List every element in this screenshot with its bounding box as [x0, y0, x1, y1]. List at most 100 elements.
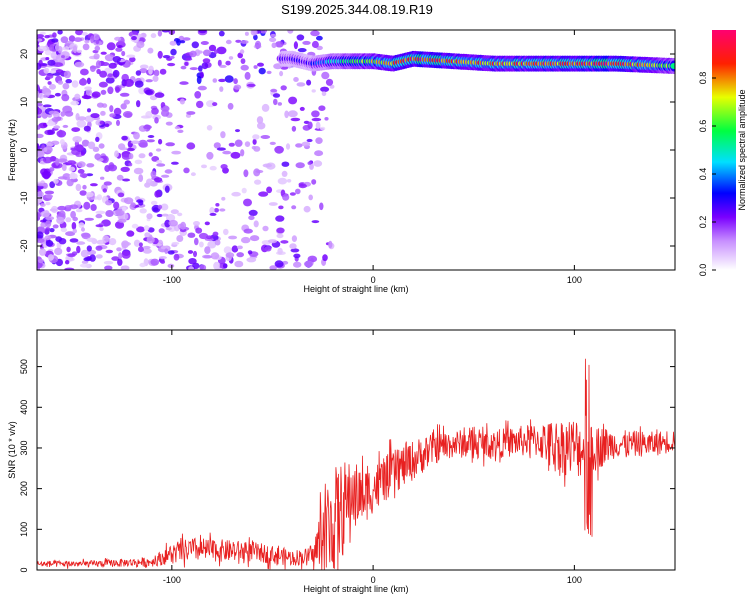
spectrogram-cell: [81, 139, 90, 147]
spectrogram-cell: [67, 253, 76, 258]
snr-y-axis-label: SNR (10 * v/v): [7, 421, 17, 479]
spectrogram-cell: [55, 44, 60, 52]
spectrogram-cell: [228, 142, 235, 147]
spectrogram-cell: [128, 153, 134, 160]
spectrogram-x-tick-label: 0: [371, 275, 376, 285]
spectrogram-cell: [244, 31, 249, 36]
spectrogram-y-tick-label: -20: [19, 239, 29, 252]
spectrogram-cell: [293, 261, 302, 268]
spectrogram-cell: [199, 71, 204, 79]
spectrogram-cell: [169, 55, 175, 59]
spectrogram-cell: [131, 36, 137, 41]
spectrogram-cell: [236, 245, 243, 250]
spectrogram-cell: [64, 110, 74, 117]
spectrogram-cell: [111, 256, 120, 261]
spectrogram-cell: [329, 84, 335, 89]
spectrogram-cell: [37, 38, 43, 42]
spectrogram-cell: [53, 178, 59, 184]
spectrogram-cell: [89, 254, 96, 262]
spectrogram-cell: [122, 206, 127, 212]
spectrogram-cell: [138, 246, 144, 253]
spectrogram-cell: [161, 174, 170, 178]
spectrogram-cell: [270, 88, 278, 93]
spectrogram-cell: [37, 231, 44, 240]
spectrogram-cell: [65, 231, 76, 237]
spectrogram-cell: [49, 70, 56, 74]
spectrogram-cell: [182, 37, 191, 41]
snr-x-tick-label: 0: [371, 575, 376, 585]
spectrogram-cell: [86, 163, 95, 168]
spectrogram-cell: [37, 107, 43, 115]
spectrogram-cell: [85, 88, 92, 96]
colorbar-ticks: 0.0 0.2 0.4 0.6 0.8: [698, 72, 716, 276]
spectrogram-cell: [51, 117, 61, 122]
spectrogram-cell: [53, 62, 64, 67]
spectrogram-cell: [161, 30, 170, 33]
spectrogram-cell: [253, 220, 259, 228]
spectrogram-cell: [73, 37, 83, 42]
spectrogram-cell: [322, 254, 328, 262]
spectrogram-cell: [42, 122, 48, 127]
spectrogram-cell: [296, 82, 306, 87]
spectrogram-cell: [199, 264, 207, 270]
spectrogram-cell: [233, 78, 238, 85]
spectrogram-cell: [254, 40, 262, 49]
spectrogram-cell: [39, 92, 44, 100]
spectrogram-cell: [133, 239, 141, 247]
spectrogram-cell: [234, 260, 244, 268]
spectrogram-cell: [49, 208, 58, 212]
spectrogram-cell: [311, 117, 322, 122]
spectrogram-cell: [38, 259, 44, 264]
spectrogram-cell: [90, 183, 98, 187]
spectrogram-cell: [146, 139, 155, 143]
spectrogram-cell: [105, 249, 114, 254]
spectrogram-x-ticks: -100 0 100: [163, 30, 582, 285]
spectrogram-cell: [262, 163, 272, 168]
spectrogram-cell: [47, 59, 56, 66]
spectrogram-cell: [165, 227, 172, 231]
spectrogram-cell: [259, 30, 267, 34]
spectrogram-cell: [46, 74, 54, 79]
spectrogram-cell: [118, 252, 123, 260]
spectrogram-cell: [311, 89, 316, 93]
spectrogram-cell: [197, 50, 203, 54]
spectrogram-cell: [156, 159, 163, 164]
spectrogram-cell: [240, 40, 249, 44]
spectrogram-cell: [196, 100, 204, 109]
colorbar-tick-label: 0.4: [698, 168, 708, 181]
spectrogram-cell: [272, 93, 281, 98]
spectrogram-cell: [261, 103, 270, 112]
spectrogram-cell: [58, 158, 68, 163]
spectrogram-cell: [59, 139, 65, 145]
spectrogram-cell: [47, 254, 55, 261]
spectrogram-cell: [307, 255, 318, 263]
spectrogram-cell: [280, 240, 289, 244]
spectrogram-cell: [80, 249, 89, 258]
spectrogram-cell: [299, 106, 305, 111]
spectrogram-cell: [126, 147, 135, 152]
spectrogram-cell: [139, 64, 149, 70]
spectrogram-cell: [186, 111, 196, 115]
spectrogram-cell: [160, 203, 169, 211]
spectrogram-cell: [43, 67, 50, 74]
spectrogram-cell: [105, 200, 113, 206]
spectrogram-cell: [143, 124, 152, 130]
spectrogram-cell: [285, 143, 291, 150]
spectrogram-cell: [117, 45, 123, 48]
spectrogram-cell: [40, 210, 50, 218]
snr-panel: -100 0 100 0 100 200 300 400 500 Height of stra…: [7, 329, 676, 594]
spectrogram-cell: [216, 147, 226, 151]
spectrogram-y-tick-label: -10: [19, 191, 29, 204]
snr-series-line: [37, 358, 675, 570]
spectrogram-cell: [99, 120, 105, 125]
spectrogram-cell: [45, 216, 55, 221]
spectrogram-cell: [87, 108, 91, 113]
spectrogram-cell: [201, 62, 209, 70]
spectrogram-cell: [160, 260, 166, 264]
spectrogram-cell: [147, 135, 155, 138]
spectrogram-cell: [45, 240, 54, 247]
spectrogram-cell: [76, 241, 86, 245]
spectrogram-cell: [96, 239, 106, 245]
spectrogram-cell: [301, 141, 311, 147]
